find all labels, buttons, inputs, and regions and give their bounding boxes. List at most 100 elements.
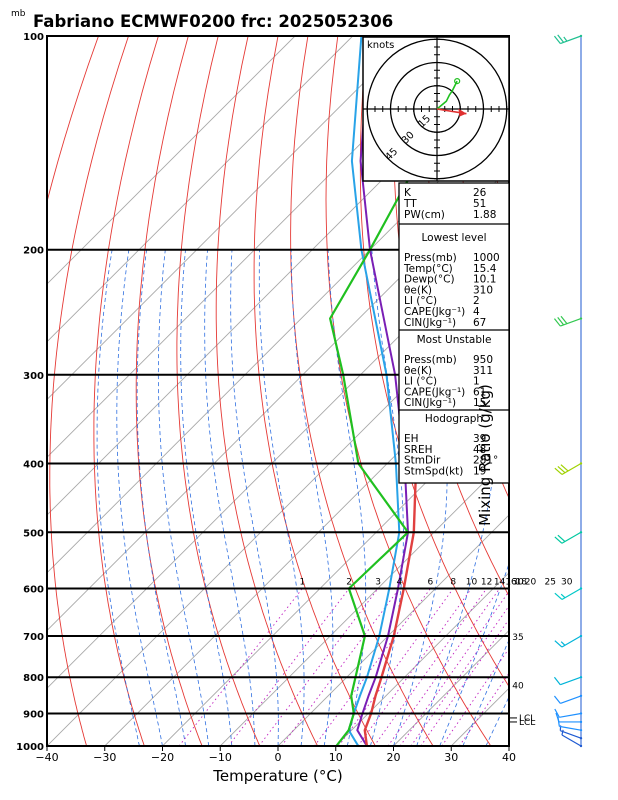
- theta-e-labels: 30 35 40: [512, 577, 524, 691]
- lcl-label: LCL: [519, 714, 535, 724]
- wind-barb: [553, 34, 583, 45]
- index-label: CIN(Jkg⁻¹): [404, 397, 456, 409]
- mixing-ratio-line: [357, 588, 472, 746]
- dry-adiabat-line: [547, 36, 618, 746]
- index-panel-frame: [398, 182, 510, 484]
- index-label: Dewp(°C): [404, 274, 455, 286]
- mixing-ratio-line: [338, 588, 454, 746]
- temperature-tick-label: −30: [93, 751, 116, 764]
- moist-adiabat-line: [204, 249, 256, 746]
- dry-adiabat-line: [49, 36, 129, 746]
- pressure-unit-label: mb: [11, 9, 26, 19]
- dry-adiabat-line: [47, 36, 99, 204]
- pressure-tick-label: 500: [23, 528, 44, 539]
- index-value: 10.1: [473, 274, 496, 286]
- wind-barb: [557, 716, 583, 732]
- mixing-ratio-label: 3: [375, 577, 381, 587]
- isotherm-line: [219, 456, 509, 746]
- storm-motion-arrowhead: [458, 108, 467, 117]
- pressure-tick-label: 1000: [16, 742, 44, 753]
- index-value: 51: [473, 198, 486, 210]
- moist-adiabat-line: [327, 249, 367, 746]
- isotherm-line: [508, 745, 509, 746]
- pressure-tick-labels: 100 200 300 400 500 600 700 800 900 1000: [16, 32, 44, 753]
- mixing-ratio-label: 30: [561, 577, 573, 587]
- wind-barb: [554, 708, 583, 718]
- moist-adiabat-line: [136, 249, 186, 746]
- index-label: LI (°C): [404, 376, 437, 388]
- index-value: 310: [473, 284, 493, 296]
- mixing-ratio-line: [373, 588, 487, 746]
- moist-adiabat-line: [230, 249, 279, 746]
- moist-adiabat-line: [157, 249, 210, 746]
- mixing-ratio-label: 25: [545, 577, 556, 587]
- isotherm-line: [47, 36, 411, 401]
- temperature-tick-label: −10: [209, 751, 232, 764]
- index-value: 19: [473, 465, 486, 477]
- mixing-ratio-line: [178, 588, 303, 746]
- mixing-ratio-line: [228, 588, 350, 746]
- index-section-title: Lowest level: [421, 232, 486, 244]
- theta-e-label: 30: [512, 577, 524, 587]
- index-label: PW(cm): [404, 209, 445, 221]
- wind-barb: [554, 634, 583, 648]
- index-label: CAPE(Jkg⁻¹): [404, 306, 465, 318]
- theta-e-label: 40: [512, 682, 524, 692]
- pressure-tick-label: 800: [23, 673, 44, 684]
- wind-barb: [561, 729, 583, 748]
- mixing-ratio-line: [281, 588, 400, 746]
- index-value: 15: [473, 397, 486, 409]
- isotherm-line: [335, 572, 509, 746]
- mixing-ratio-label: 18: [516, 577, 528, 587]
- moist-adiabat-line: [116, 249, 163, 746]
- mixing-ratio-label: 6: [428, 577, 434, 587]
- index-label: EH: [404, 433, 419, 445]
- temperature-tick-labels: −40 −30 −20 −10 0 10 20 30 40: [35, 746, 516, 764]
- wind-barb: [554, 587, 583, 601]
- hodograph-top-marker: [454, 77, 461, 85]
- index-label: θe(K): [404, 365, 432, 377]
- x-axis-label: Temperature (°C): [212, 767, 342, 785]
- mixing-ratio-line: [420, 618, 509, 746]
- wind-barbs: [553, 34, 583, 748]
- dry-adiabat-line: [517, 36, 618, 746]
- mixing-ratio-line: [458, 672, 509, 746]
- mixing-ratio-label: 16: [505, 577, 517, 587]
- index-panel: K 26 TT 51 PW(cm) 1.88 Lowest level Press(mb) 10…: [398, 182, 510, 484]
- chart-title: Fabriano ECMWF0200 frc: 2025052306: [33, 12, 393, 31]
- wind-barb: [555, 712, 583, 724]
- dry-adiabat-line: [215, 36, 318, 746]
- temperature-tick-label: 10: [329, 751, 343, 764]
- mixing-ratio-label: 14: [494, 577, 506, 587]
- index-value: 15.4: [473, 263, 497, 275]
- temperature-tick-label: −40: [35, 751, 58, 764]
- pressure-tick-label: 200: [23, 246, 44, 257]
- isotherm-line: [47, 36, 354, 343]
- index-value: 1000: [473, 252, 500, 264]
- wind-barb: [553, 315, 583, 327]
- mixing-ratio-line: [410, 605, 509, 746]
- dry-adiabat-line: [93, 36, 159, 746]
- index-value: 311: [473, 365, 493, 377]
- index-label: TT: [403, 198, 417, 210]
- dry-adiabat-line: [359, 36, 509, 688]
- index-label: SREH: [404, 444, 433, 456]
- moist-adiabat-line: [258, 249, 305, 746]
- index-label: Press(mb): [404, 252, 457, 264]
- dry-adiabat-line: [577, 36, 618, 746]
- dry-adiabat-line: [176, 36, 261, 746]
- background-lines: [47, 36, 618, 746]
- index-value: 48: [473, 444, 486, 456]
- index-value: 61: [473, 386, 486, 398]
- mixing-ratio-line: [258, 588, 379, 746]
- pressure-tick-label: 400: [23, 459, 44, 470]
- index-value: 2: [473, 295, 480, 307]
- index-label: CAPE(Jkg⁻¹): [404, 386, 465, 398]
- temperature-tick-label: 30: [444, 751, 458, 764]
- index-value: 26: [473, 187, 487, 199]
- moist-adiabat-line: [370, 249, 404, 746]
- pressure-tick-label: 700: [23, 632, 44, 643]
- dewpoint-profile-line: [329, 36, 499, 746]
- index-label: StmDir: [404, 455, 441, 467]
